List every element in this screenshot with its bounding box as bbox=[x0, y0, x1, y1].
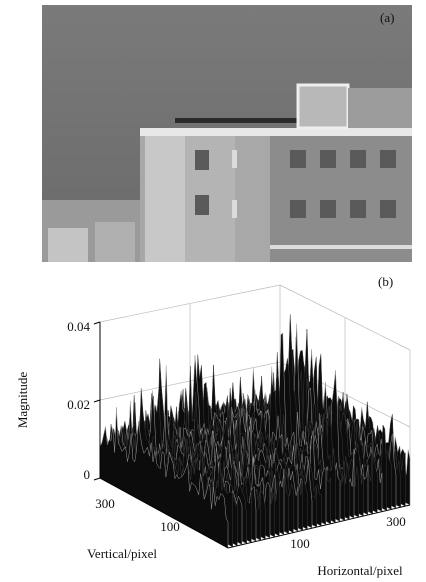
infrared-image bbox=[42, 5, 412, 262]
x-tick-label: 300 bbox=[386, 514, 406, 529]
y-tick-label: 300 bbox=[95, 496, 115, 511]
panel-label: (a) bbox=[380, 10, 394, 25]
x-tick-label: 100 bbox=[290, 536, 310, 551]
axes bbox=[93, 321, 411, 549]
z-tick-label: 0.04 bbox=[67, 319, 90, 334]
surface bbox=[99, 314, 411, 549]
surface-strip bbox=[99, 407, 229, 549]
panel-label: (b) bbox=[378, 274, 393, 289]
y-axis-title: Vertical/pixel bbox=[87, 546, 157, 561]
z-tick-label: 0.02 bbox=[67, 397, 90, 412]
y-tick-label: 100 bbox=[160, 519, 180, 534]
z-axis-title: Magnitude bbox=[15, 372, 30, 429]
z-tick-label: 0 bbox=[84, 467, 91, 482]
x-axis-title: Horizontal/pixel bbox=[317, 563, 403, 578]
